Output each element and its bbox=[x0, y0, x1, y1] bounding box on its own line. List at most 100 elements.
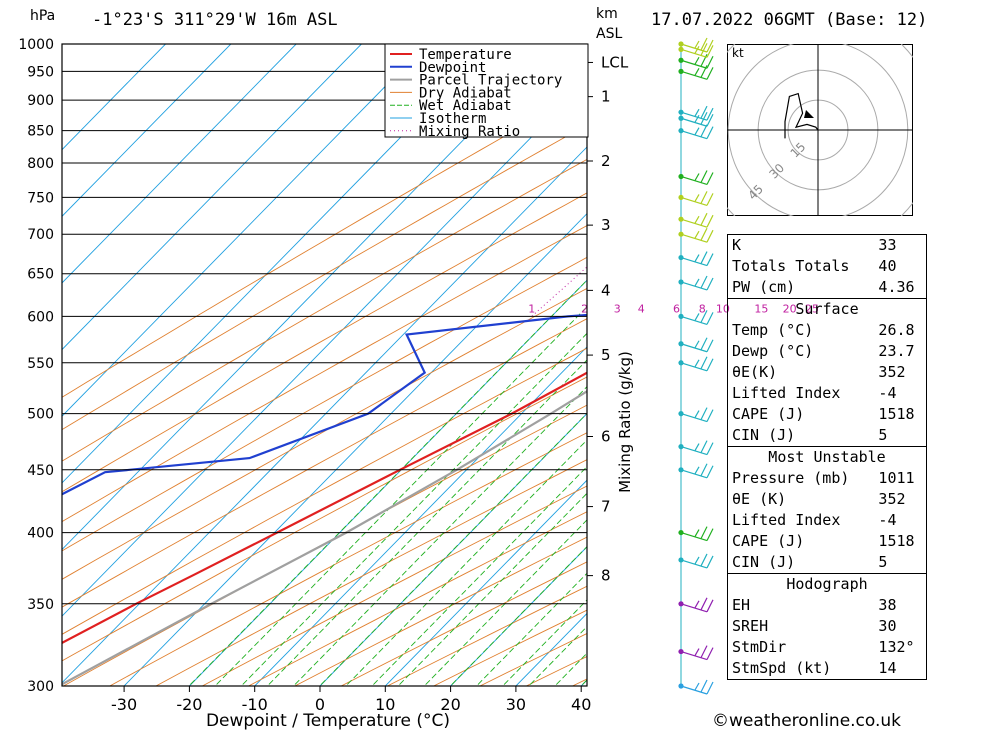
wind-barb bbox=[678, 440, 714, 456]
wet-adiabat-line bbox=[267, 359, 587, 686]
hodograph-trace bbox=[784, 92, 819, 139]
index-value: 14 bbox=[874, 658, 928, 680]
section-title: Hodograph bbox=[727, 573, 927, 595]
datetime-label: 17.07.2022 06GMT (Base: 12) bbox=[651, 10, 928, 30]
index-row: Lifted Index -4 bbox=[727, 510, 928, 531]
index-key: Lifted Index bbox=[727, 383, 875, 404]
x-tick-label: 10 bbox=[375, 695, 395, 714]
wet-adiabat-line bbox=[397, 492, 587, 686]
height-tick-label: 5 bbox=[601, 346, 611, 364]
index-key: SREH bbox=[727, 616, 875, 637]
pressure-tick-label: 650 bbox=[27, 267, 54, 283]
index-section-header: Hodograph bbox=[727, 573, 927, 595]
pressure-tick-label: 400 bbox=[27, 526, 54, 542]
isotherm-line bbox=[62, 79, 587, 617]
index-key: EH bbox=[727, 595, 875, 616]
x-axis-label: Dewpoint / Temperature (°C) bbox=[206, 711, 450, 731]
wind-barb bbox=[678, 463, 714, 479]
index-row: StmDir 132° bbox=[727, 637, 928, 658]
x-tick-label: -20 bbox=[176, 695, 202, 714]
wind-barb bbox=[678, 105, 714, 121]
legend-label: Dry Adiabat bbox=[419, 85, 512, 101]
index-value: 23.7 bbox=[874, 341, 928, 362]
wind-barb bbox=[678, 227, 714, 243]
pressure-tick-label: 750 bbox=[27, 190, 54, 206]
pressure-tick-label: 450 bbox=[27, 463, 54, 479]
pressure-tick-label: 950 bbox=[27, 64, 54, 80]
isotherm-line bbox=[62, 44, 428, 417]
index-row: CIN (J) 5 bbox=[727, 552, 928, 574]
isotherm-line bbox=[123, 213, 587, 686]
pressure-tick-label: 700 bbox=[27, 227, 54, 243]
index-row: Pressure (mb) 1011 bbox=[727, 468, 928, 489]
index-row: CAPE (J) 1518 bbox=[727, 531, 928, 552]
height-tick-label: 7 bbox=[601, 498, 611, 516]
pressure-tick-label: 1000 bbox=[18, 37, 54, 53]
index-key: CIN (J) bbox=[727, 552, 875, 574]
index-row: Temp (°C) 26.8 bbox=[727, 320, 928, 341]
dry-adiabat-line bbox=[62, 376, 587, 662]
index-key: StmDir bbox=[727, 637, 875, 658]
index-value: 132° bbox=[874, 637, 928, 658]
wind-barb bbox=[678, 111, 714, 127]
series-dewpoint-line bbox=[62, 313, 587, 496]
isotherm-line bbox=[62, 44, 558, 551]
storm-motion-marker bbox=[804, 110, 814, 118]
index-value: 33 bbox=[874, 234, 928, 256]
index-value: 26.8 bbox=[874, 320, 928, 341]
index-row: CAPE (J) 1518 bbox=[727, 404, 928, 425]
index-value: -4 bbox=[874, 383, 928, 404]
dry-adiabat-line bbox=[62, 287, 587, 580]
x-tick-label: -30 bbox=[111, 695, 137, 714]
isotherm-line bbox=[62, 44, 493, 484]
wind-barb bbox=[678, 337, 714, 353]
index-value: 1518 bbox=[874, 531, 928, 552]
wet-adiabat-line bbox=[240, 332, 587, 686]
mixing-ratio-axis-label: Mixing Ratio (g/kg) bbox=[616, 351, 634, 493]
index-key: θE (K) bbox=[727, 489, 875, 510]
index-value: 30 bbox=[874, 616, 928, 637]
index-key: Temp (°C) bbox=[727, 320, 875, 341]
wind-barb bbox=[678, 645, 714, 661]
wind-barb bbox=[678, 212, 714, 228]
index-key: Totals Totals bbox=[727, 256, 875, 277]
mixing-ratio-label: 10 bbox=[716, 302, 730, 315]
wind-barb bbox=[678, 251, 714, 267]
plot-area bbox=[62, 44, 587, 686]
copyright-label: ©weatheronline.co.uk bbox=[712, 711, 902, 731]
index-row: K 33 bbox=[727, 234, 928, 256]
height-unit-asl: ASL bbox=[596, 26, 623, 42]
wet-adiabat-line bbox=[214, 306, 587, 686]
plot-frame bbox=[61, 43, 588, 687]
wet-adiabat-line bbox=[371, 466, 587, 686]
index-key: Dewp (°C) bbox=[727, 341, 875, 362]
legend-label: Parcel Trajectory bbox=[419, 73, 562, 89]
height-tick-label: LCL bbox=[601, 53, 629, 71]
isotherm-line bbox=[384, 479, 587, 686]
height-tick-label: 1 bbox=[601, 88, 611, 106]
pressure-tick-label: 550 bbox=[27, 356, 54, 372]
index-row: CIN (J) 5 bbox=[727, 425, 928, 447]
mixing-ratio-label: 1 bbox=[528, 302, 535, 315]
pressure-unit-label: hPa bbox=[30, 8, 56, 24]
wind-barb bbox=[678, 310, 714, 325]
x-tick-label: -10 bbox=[242, 695, 268, 714]
wind-barb bbox=[678, 275, 714, 291]
mixing-ratio-label: 6 bbox=[673, 302, 680, 315]
isotherm-line bbox=[62, 44, 232, 217]
height-tick-label: 3 bbox=[601, 216, 611, 234]
pressure-tick-label: 600 bbox=[27, 309, 54, 325]
series-temperature-line bbox=[62, 371, 587, 645]
dry-adiabat-line bbox=[202, 485, 587, 686]
wind-barb bbox=[678, 170, 714, 186]
dry-adiabat-line bbox=[62, 347, 587, 635]
height-tick-label: 8 bbox=[601, 567, 611, 585]
wind-barb bbox=[678, 407, 714, 423]
index-row: θE(K) 352 bbox=[727, 362, 928, 383]
index-value: 5 bbox=[874, 552, 928, 574]
index-row: Totals Totals 40 bbox=[727, 256, 928, 277]
x-tick-label: 0 bbox=[315, 695, 325, 714]
index-key: K bbox=[727, 234, 875, 256]
isotherm-line bbox=[189, 279, 587, 686]
